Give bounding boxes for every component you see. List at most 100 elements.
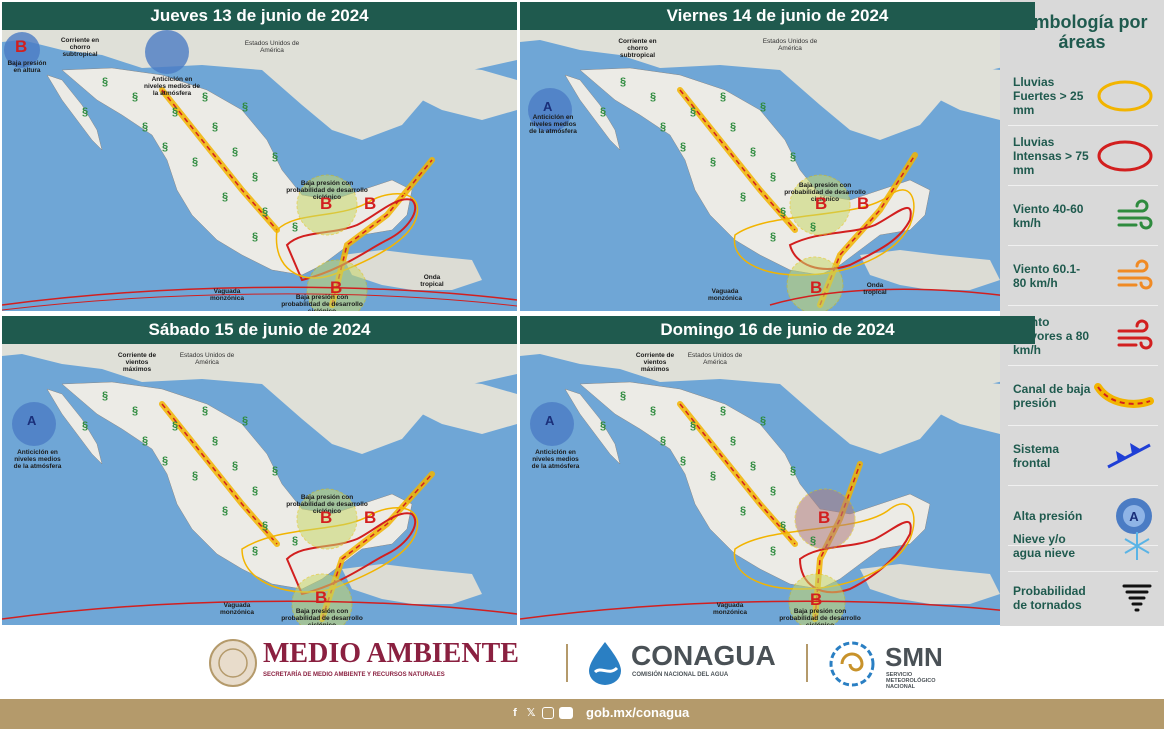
high-pressure-marker: A (543, 99, 553, 114)
legend-item: Lluvias Intensas > 75 mm (1008, 126, 1158, 186)
low-pressure-marker-3: B (810, 278, 823, 297)
legend-panel: Simbología por áreas Lluvias Fuertes > 2… (1000, 0, 1164, 626)
maps-grid: Jueves 13 de junio de 2024 (0, 0, 1035, 626)
conagua-logo: CONAGUA (631, 640, 776, 671)
legend-title: Simbología por áreas (1016, 12, 1148, 52)
legend-item: Nieve y/o agua nieve (1008, 520, 1158, 572)
label-baja-ciclonico-south: Baja presión con probabilidad de desarro… (281, 294, 363, 311)
label-vaguada: Vaguada monzónica (713, 602, 747, 616)
map-panel-thursday: Jueves 13 de junio de 2024 (2, 2, 517, 311)
svg-text:§: § (252, 485, 258, 497)
svg-text:§: § (710, 156, 716, 168)
orange-ellipse-icon (1097, 80, 1153, 111)
label-baja-ciclonico-south: Baja presión con probabilidad de desarro… (779, 608, 861, 625)
map-panel-sunday: Domingo 16 de junio de 2024 § § (520, 316, 1035, 625)
legend-item: Canal de baja presión (1008, 366, 1158, 426)
mexico-map: § § § § § § § § § § § § § § § § § (520, 344, 1035, 625)
svg-text:§: § (790, 465, 796, 477)
label-baja-altura: Baja presión en altura (7, 60, 47, 74)
svg-text:§: § (730, 435, 736, 447)
low-pressure-marker: B (320, 194, 333, 213)
svg-text:§: § (102, 76, 108, 88)
map-panel-friday: Viernes 14 de junio de 2024 § § (520, 2, 1035, 311)
x-icon[interactable]: 𝕏 (526, 707, 536, 719)
panel-title: Sábado 15 de junio de 2024 (2, 316, 517, 344)
svg-text:§: § (212, 121, 218, 133)
mexico-map: § § § § § § § § § § § § § § § § § (520, 30, 1035, 311)
high-pressure-marker: A (27, 413, 37, 428)
svg-text:§: § (810, 221, 816, 233)
svg-text:§: § (760, 415, 766, 427)
label-corriente: Corriente de vientos máximos (117, 352, 157, 373)
legend-item: Probabilidad de tornados (1008, 572, 1158, 624)
green-wind-icon (1117, 199, 1153, 229)
divider (806, 644, 808, 682)
label-baja-ciclonico: Baja presión con probabilidad de desarro… (784, 182, 866, 203)
svg-text:§: § (780, 520, 786, 532)
svg-text:§: § (192, 470, 198, 482)
label-anticiclon: Anticiclón en niveles medios de la atmós… (529, 114, 577, 135)
svg-text:A: A (1129, 509, 1139, 524)
svg-text:§: § (780, 206, 786, 218)
svg-text:§: § (102, 390, 108, 402)
label-usa: Estados Unidos de América (179, 352, 235, 366)
svg-text:§: § (620, 390, 626, 402)
label-corriente: Corriente de vientos máximos (635, 352, 675, 373)
panel-title: Domingo 16 de junio de 2024 (520, 316, 1035, 344)
legend-item: Alta presión A (1008, 486, 1158, 546)
low-pressure-marker: B (815, 194, 828, 213)
tornado-icon (1122, 584, 1152, 612)
low-pressure-altitude-marker: B (15, 37, 28, 56)
high-pressure-icon: A (1116, 497, 1152, 534)
svg-text:§: § (650, 91, 656, 103)
youtube-icon[interactable] (559, 707, 573, 719)
label-baja-ciclonico-south: Baja presión con probabilidad de desarro… (281, 608, 363, 625)
low-pressure-marker-2: B (364, 194, 377, 213)
label-vaguada: Vaguada monzónica (220, 602, 254, 616)
footer-bar: f 𝕏 gob.mx/conagua (0, 699, 1164, 729)
svg-text:§: § (262, 206, 268, 218)
svg-text:§: § (232, 146, 238, 158)
label-anticiclon: Anticiclón en niveles medios de la atmós… (531, 449, 580, 470)
smn-logo: SMN (885, 642, 943, 672)
svg-text:§: § (740, 505, 746, 517)
low-pressure-marker-2: B (857, 194, 870, 213)
svg-text:§: § (142, 435, 148, 447)
mexico-map: § § § § § § § § § § § § § § § § § (2, 344, 517, 625)
svg-text:§: § (710, 470, 716, 482)
label-baja-ciclonico: Baja presión con probabilidad de desarro… (286, 494, 368, 515)
facebook-icon[interactable]: f (513, 707, 517, 719)
smn-logo-icon (829, 641, 875, 687)
label-usa: Estados Unidos de América (762, 38, 818, 52)
svg-text:§: § (142, 121, 148, 133)
svg-text:§: § (262, 520, 268, 532)
svg-text:§: § (600, 106, 606, 118)
orange-wind-icon (1117, 259, 1153, 289)
svg-text:§: § (232, 460, 238, 472)
mexico-map: § § § § § § § § § § § § § § § § § (2, 30, 517, 311)
svg-text:§: § (600, 420, 606, 432)
legend-item: Viento 60.1-80 km/h (1008, 246, 1158, 306)
legend-item: Lluvias Fuertes > 25 mm (1008, 66, 1158, 126)
instagram-icon[interactable] (542, 707, 554, 719)
svg-text:§: § (690, 420, 696, 432)
svg-text:§: § (222, 505, 228, 517)
svg-text:§: § (680, 141, 686, 153)
svg-text:§: § (760, 101, 766, 113)
svg-text:§: § (790, 151, 796, 163)
svg-text:§: § (162, 141, 168, 153)
label-onda: Onda tropical (863, 282, 887, 296)
footer-url[interactable]: gob.mx/conagua (586, 705, 690, 720)
svg-text:§: § (162, 455, 168, 467)
svg-text:§: § (82, 106, 88, 118)
svg-text:§: § (252, 231, 258, 243)
svg-text:§: § (172, 106, 178, 118)
svg-text:§: § (252, 545, 258, 557)
low-pressure-marker: B (320, 508, 333, 527)
svg-text:§: § (252, 171, 258, 183)
svg-text:§: § (770, 231, 776, 243)
svg-text:§: § (212, 435, 218, 447)
legend-item: Viento 40-60 km/h (1008, 186, 1158, 246)
svg-text:§: § (242, 415, 248, 427)
